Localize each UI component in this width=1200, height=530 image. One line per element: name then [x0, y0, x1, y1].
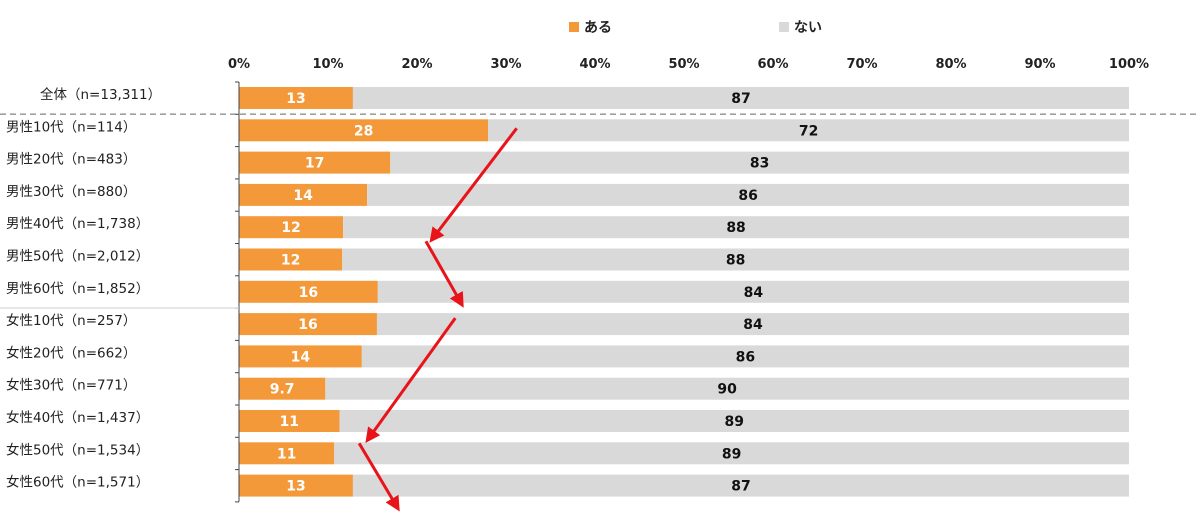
legend-label: ある [584, 20, 612, 36]
bar-aru [239, 248, 343, 271]
bar-nai [325, 377, 1130, 400]
x-tick-label: 20% [401, 57, 432, 72]
bar-aru [239, 183, 368, 206]
bar-aru [239, 119, 489, 142]
category-label: 男性10代（n=114） [6, 119, 136, 135]
data-label-nai: 88 [726, 220, 745, 236]
bar-aru [239, 313, 377, 336]
trend-arrow [357, 442, 400, 512]
category-label: 女性10代（n=257） [6, 312, 136, 329]
bar-aru [239, 442, 335, 465]
legend-swatch [569, 22, 579, 32]
bar-nai [352, 87, 1129, 109]
x-tick-label: 30% [490, 57, 521, 72]
category-label: 男性60代（n=1,852） [6, 281, 149, 297]
data-label-nai: 88 [726, 253, 745, 269]
x-tick-label: 60% [757, 57, 788, 72]
x-tick-label: 70% [846, 57, 877, 72]
bar-aru [239, 151, 391, 174]
bar-nai [488, 119, 1129, 142]
bar-aru [239, 474, 353, 497]
data-label-nai: 86 [736, 349, 755, 365]
data-label-nai: 90 [717, 382, 737, 398]
data-label-nai: 72 [799, 123, 818, 139]
x-tick-label: 10% [312, 57, 343, 72]
category-label: 男性50代（n=2,012） [6, 249, 149, 265]
data-label-aru: 11 [280, 414, 299, 430]
bar-nai [390, 151, 1129, 174]
category-label: 女性60代（n=1,571） [6, 474, 149, 491]
category-label: 女性50代（n=1,534） [6, 441, 149, 458]
data-label-aru: 16 [298, 317, 317, 333]
category-labels: 全体（n=13,311） 男性10代（n=114） 男性20代（n=483） 男性30… [6, 86, 161, 491]
data-label-aru: 13 [286, 91, 305, 107]
bar-nai [342, 248, 1129, 271]
x-tick-label: 90% [1024, 57, 1055, 72]
data-label-aru: 14 [293, 188, 313, 204]
data-label-nai: 86 [738, 188, 757, 204]
separators [0, 113, 1200, 309]
bar-nai [377, 280, 1130, 303]
category-label: 女性20代（n=662） [6, 344, 136, 361]
bar-nai [376, 313, 1129, 336]
x-tick-label: 80% [935, 57, 966, 72]
data-label-nai: 84 [744, 285, 764, 301]
data-label-nai: 89 [722, 446, 741, 462]
data-label-aru: 14 [291, 349, 311, 365]
trend-arrow [365, 317, 457, 443]
category-label: 男性40代（n=1,738） [6, 216, 149, 232]
data-label-nai: 84 [743, 317, 763, 333]
legend: ある ない [569, 20, 822, 36]
data-label-nai: 83 [750, 156, 769, 172]
data-label-nai: 87 [731, 91, 750, 107]
bar-aru [239, 345, 362, 368]
data-label-aru: 17 [305, 156, 324, 172]
category-label: 男性30代（n=880） [6, 184, 136, 200]
data-label-aru: 16 [299, 285, 318, 301]
data-label-aru: 28 [354, 123, 373, 139]
bar-nai [339, 410, 1129, 432]
x-axis-ticks: 0% 10% 20% 30% 40% 50% 60% 70% 80% 90% 100% [228, 57, 1149, 72]
legend-label: ない [794, 20, 822, 36]
bar-aru [239, 216, 344, 239]
legend-swatch [779, 22, 789, 32]
data-label-aru: 9.7 [270, 382, 295, 398]
bar-nai [352, 474, 1129, 497]
trend-arrow [429, 127, 518, 243]
data-label-nai: 87 [731, 479, 750, 495]
x-tick-label: 0% [228, 57, 250, 72]
bar-nai [367, 183, 1129, 206]
data-label-aru: 12 [281, 220, 300, 236]
trend-arrow [424, 240, 464, 308]
data-label-aru: 13 [286, 479, 305, 495]
bar-nai [361, 345, 1129, 368]
category-label: 女性30代（n=771） [6, 377, 136, 394]
data-label-nai: 89 [725, 414, 744, 430]
data-label-aru: 12 [281, 253, 300, 269]
x-tick-label: 50% [668, 57, 699, 72]
data-label-aru: 11 [277, 446, 296, 462]
category-label: 男性20代（n=483） [6, 152, 136, 168]
bar-aru [239, 377, 326, 400]
bar-aru [239, 280, 378, 303]
bar-nai [343, 216, 1129, 239]
x-tick-label: 100% [1109, 57, 1149, 72]
bar-aru [239, 410, 340, 432]
bar-nai [334, 442, 1130, 465]
category-label: 女性40代（n=1,437） [6, 409, 149, 426]
x-tick-label: 40% [579, 57, 610, 72]
bar-aru [239, 87, 353, 109]
trend-arrows [357, 127, 518, 512]
category-label: 全体（n=13,311） [40, 86, 161, 103]
bars: 13 87 28 72 17 83 14 86 12 88 12 88 16 84 16 84 14 86 9.7 9… [235, 81, 1130, 503]
